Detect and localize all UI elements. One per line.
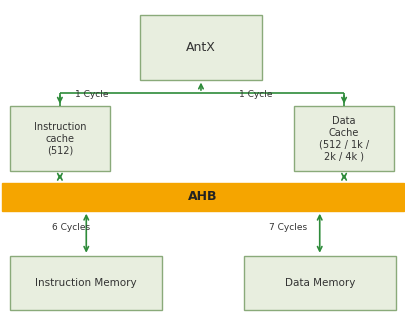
Text: 1 Cycle: 1 Cycle bbox=[239, 90, 272, 99]
FancyBboxPatch shape bbox=[10, 256, 162, 310]
Text: Instruction Memory: Instruction Memory bbox=[35, 278, 137, 288]
Text: AHB: AHB bbox=[188, 190, 217, 203]
Text: Instruction
cache
(512): Instruction cache (512) bbox=[34, 122, 86, 155]
FancyBboxPatch shape bbox=[2, 183, 403, 211]
Text: 1 Cycle: 1 Cycle bbox=[75, 90, 108, 99]
FancyBboxPatch shape bbox=[243, 256, 395, 310]
Text: 7 Cycles: 7 Cycles bbox=[269, 223, 307, 232]
Text: Data Memory: Data Memory bbox=[284, 278, 354, 288]
Text: AntX: AntX bbox=[185, 41, 215, 54]
FancyBboxPatch shape bbox=[10, 106, 109, 171]
Text: Data
Cache
(512 / 1k /
2k / 4k ): Data Cache (512 / 1k / 2k / 4k ) bbox=[318, 116, 368, 161]
Text: 6 Cycles: 6 Cycles bbox=[52, 223, 90, 232]
FancyBboxPatch shape bbox=[140, 15, 261, 80]
FancyBboxPatch shape bbox=[294, 106, 393, 171]
